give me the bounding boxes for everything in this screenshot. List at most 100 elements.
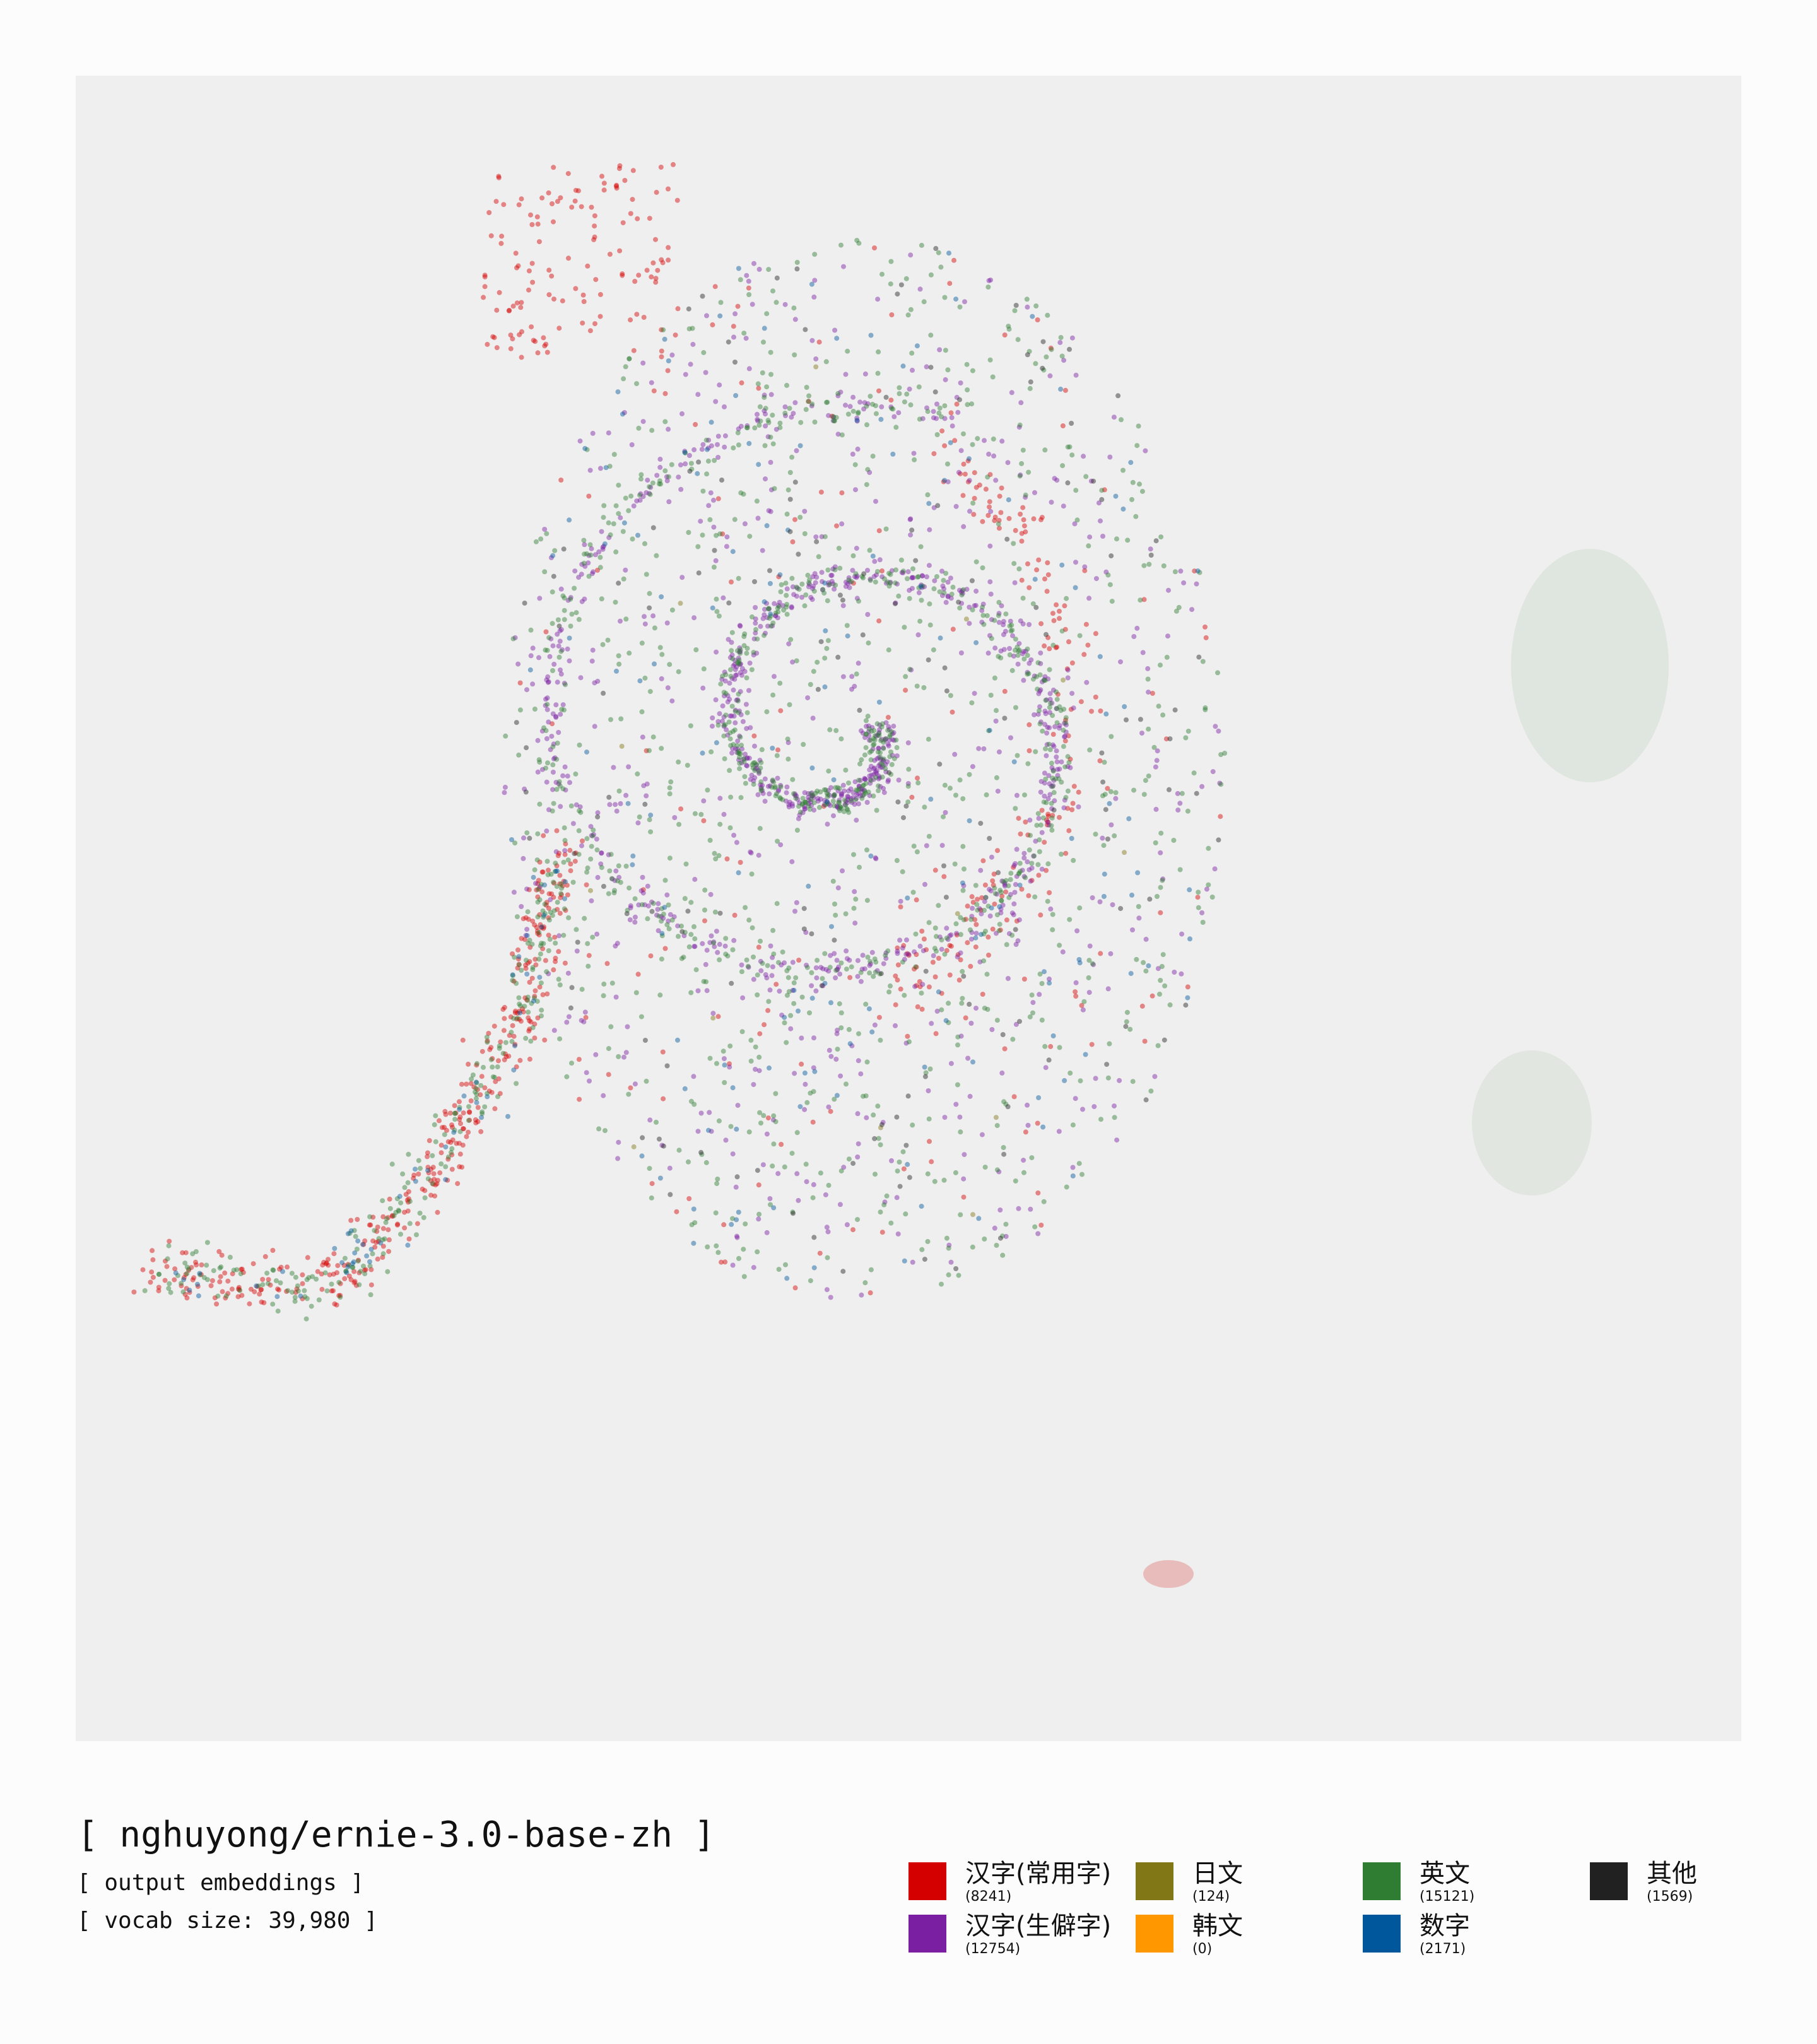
- point: [659, 594, 664, 599]
- point: [638, 476, 644, 482]
- legend-count: (0): [1192, 1941, 1212, 1957]
- point: [726, 719, 732, 725]
- point: [776, 1267, 782, 1272]
- point: [260, 1282, 266, 1288]
- point: [612, 888, 617, 893]
- point: [758, 623, 763, 629]
- point: [794, 448, 799, 454]
- point: [548, 897, 553, 903]
- point: [1013, 806, 1018, 811]
- point: [1039, 1018, 1045, 1023]
- point: [944, 948, 950, 953]
- point: [581, 1019, 587, 1025]
- point: [449, 1146, 455, 1151]
- point: [459, 1081, 464, 1087]
- point: [825, 788, 831, 794]
- point: [955, 954, 960, 960]
- point: [729, 648, 734, 654]
- point: [1112, 1115, 1117, 1120]
- point: [888, 1220, 894, 1226]
- point: [406, 1151, 411, 1157]
- point: [562, 595, 567, 601]
- point: [734, 1217, 739, 1223]
- point: [641, 783, 647, 789]
- point: [659, 746, 664, 751]
- point: [756, 266, 762, 272]
- point: [1057, 608, 1062, 614]
- point: [934, 432, 940, 437]
- point: [729, 1221, 734, 1227]
- point: [406, 1236, 412, 1242]
- point: [738, 670, 743, 676]
- point: [1005, 976, 1011, 981]
- point: [607, 252, 613, 257]
- point: [649, 899, 654, 905]
- point: [896, 777, 902, 783]
- point: [1049, 760, 1054, 766]
- point: [845, 633, 850, 639]
- point: [1057, 814, 1062, 820]
- point: [721, 714, 727, 720]
- point: [967, 508, 972, 514]
- point: [1141, 597, 1147, 602]
- point: [932, 1178, 938, 1184]
- point: [1050, 783, 1056, 789]
- point: [813, 988, 819, 994]
- point: [1117, 1078, 1122, 1083]
- point: [863, 718, 869, 724]
- point: [1032, 577, 1038, 582]
- point: [1105, 785, 1110, 791]
- point: [1024, 297, 1030, 302]
- point: [709, 443, 714, 449]
- point: [714, 649, 719, 655]
- point: [1161, 563, 1167, 568]
- point: [1049, 784, 1054, 789]
- point: [825, 821, 830, 827]
- point: [876, 731, 882, 736]
- point: [1155, 894, 1160, 899]
- point: [140, 1267, 146, 1272]
- point: [729, 980, 734, 986]
- point: [961, 866, 967, 872]
- point: [380, 1243, 386, 1249]
- point: [654, 189, 659, 195]
- point: [803, 930, 809, 935]
- point: [596, 1126, 602, 1132]
- point: [902, 1258, 907, 1264]
- point: [1216, 728, 1221, 734]
- point: [1102, 871, 1107, 877]
- point: [1026, 722, 1032, 727]
- point: [567, 635, 572, 641]
- point: [856, 1058, 861, 1064]
- point: [182, 1260, 188, 1266]
- point: [520, 1006, 525, 1011]
- point: [843, 402, 848, 408]
- point: [993, 719, 999, 724]
- point: [338, 1293, 343, 1298]
- series-points: [142, 238, 1228, 1322]
- point: [380, 1255, 385, 1260]
- point: [939, 1007, 944, 1013]
- point: [866, 640, 871, 646]
- point: [584, 1070, 589, 1076]
- point: [1151, 744, 1157, 750]
- point: [724, 544, 729, 549]
- point: [1114, 536, 1119, 542]
- point: [910, 585, 915, 591]
- point: [1047, 646, 1052, 652]
- point: [996, 654, 1001, 659]
- point: [1055, 773, 1061, 778]
- point: [998, 510, 1004, 515]
- point: [450, 1125, 455, 1130]
- point: [181, 1277, 187, 1283]
- point: [872, 765, 878, 771]
- point: [1062, 764, 1068, 770]
- point: [630, 197, 635, 203]
- point: [810, 574, 816, 580]
- point: [975, 896, 980, 902]
- point: [1023, 1129, 1028, 1135]
- point: [515, 661, 521, 667]
- point: [789, 575, 795, 581]
- point: [1019, 461, 1025, 466]
- point: [1146, 773, 1151, 779]
